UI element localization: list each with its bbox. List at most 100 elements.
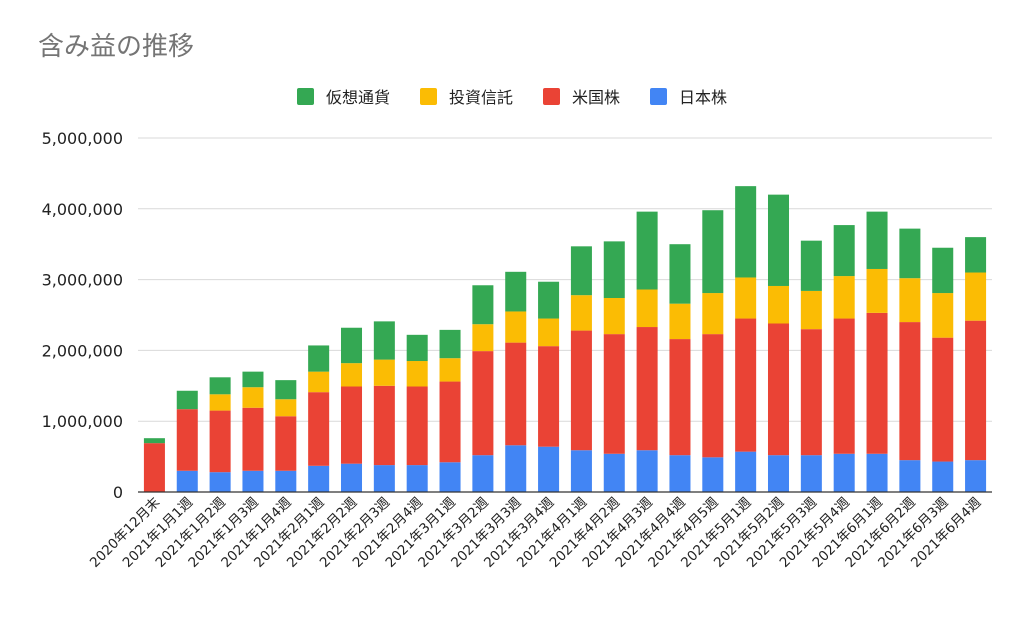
chart-title: 含み益の推移 [38,32,195,62]
bar-segment [275,416,297,471]
bar-segment [406,361,428,387]
bar-segment [406,465,428,492]
y-tick-label: 1,000,000 [42,412,123,431]
bar-segment [669,455,691,492]
bar-segment [603,298,625,335]
bar-segment [439,381,461,463]
bar-segment [932,337,954,462]
bar-segment [373,465,395,492]
bar-segment [505,342,527,446]
bar-segment [308,371,330,393]
bar-segment [209,394,231,411]
bar-segment [767,455,790,492]
bar-segment [965,272,987,321]
bar-segment [735,186,757,278]
bar-segment [308,392,330,466]
bar-segment [340,327,363,364]
bar-segment [308,465,330,492]
legend-label: 仮想通貨 [325,88,390,107]
bar-segment [472,285,494,325]
legend-item: 米国株 [543,84,620,108]
legend-swatch [650,87,668,105]
bar-segment [143,443,165,492]
bar-segment [308,345,330,372]
bar-segment [669,303,691,340]
bar-segment [603,241,625,299]
legend-label: 投資信託 [448,88,513,107]
legend-item: 日本株 [650,84,727,108]
bar-segment [570,246,592,296]
bar-segment [340,463,363,492]
bar-segment [932,461,954,492]
bar-segment [439,329,461,359]
legend-label: 米国株 [572,88,621,107]
bar-segment [472,455,494,492]
bar-segment [932,247,954,294]
bar-segment [439,462,461,492]
bar-segment [439,358,461,382]
bar-segment [965,460,987,492]
bar-segment [143,438,165,444]
bar-segment [603,453,625,492]
bar-segment [932,293,954,338]
bar-segment [702,210,724,294]
bar-segment [866,312,888,454]
bar-segment [866,211,888,269]
bar-segment [735,318,757,452]
bar-segment [209,377,231,395]
bar-segment [176,470,198,492]
bar-segment [242,407,264,471]
legend: 仮想通貨 投資信託 米国株 日本株 [0,84,1024,108]
bar-segment [800,290,822,330]
legend-label: 日本株 [679,88,728,107]
bar-segment [636,450,658,492]
bar-segment [833,276,855,319]
bar-segment [899,278,921,323]
bar-segment [899,322,921,461]
bar-segment [176,409,198,471]
bar-segment [275,380,297,400]
y-tick-label: 3,000,000 [42,271,123,290]
bar-segment [866,453,888,492]
bar-segment [242,470,264,492]
bar-segment [767,194,790,286]
bar-segment [373,321,395,360]
bar-segment [570,450,592,492]
bar-segment [800,455,822,492]
bar-segment [899,228,921,279]
bar-segment [603,334,625,454]
legend-swatch [296,87,314,105]
bar-segment [702,457,724,492]
bar-segment [702,334,724,458]
bar-segment [505,311,527,343]
bar-segment [538,281,560,319]
bar-segment [669,339,691,456]
bar-segment [636,327,658,451]
bar-segment [505,445,527,492]
y-tick-label: 0 [113,483,123,502]
bar-segment [373,385,395,466]
bar-segment [833,318,855,454]
bar-segment [242,387,264,408]
bar-segment [340,386,363,464]
bar-segment [965,237,987,273]
bar-segment [176,390,198,410]
legend-item: 仮想通貨 [296,84,390,108]
bar-segment [866,268,888,313]
bar-segment [242,371,264,388]
bar-segment [538,346,560,447]
bar-segment [800,240,822,291]
bar-segment [505,271,527,312]
bar-segment [209,472,231,492]
legend-swatch [543,87,560,105]
bar-segment [735,277,757,319]
bar-segment [899,460,921,492]
bar-segment [833,453,855,492]
bar-segment [570,295,592,331]
legend-swatch [419,87,437,105]
bar-segment [406,386,428,466]
bar-segment [636,289,658,328]
legend-item: 投資信託 [419,84,513,108]
bar-segment [538,318,560,347]
